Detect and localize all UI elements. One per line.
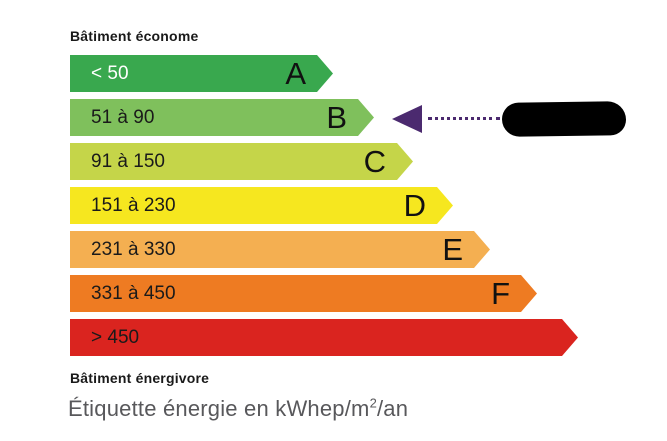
energy-class-letter-b: B xyxy=(326,100,347,135)
energy-guzzling-building-label: Bâtiment énergivore xyxy=(70,370,210,386)
energy-bar-e: 231 à 330 E xyxy=(70,231,490,268)
energy-class-letter-c: C xyxy=(363,144,386,179)
energy-range-g: > 450 xyxy=(91,327,140,348)
caption-prefix: Étiquette énergie en kWhep/m xyxy=(68,396,370,421)
indicator-dotted-line xyxy=(428,117,500,120)
redacted-value-blob xyxy=(501,101,627,137)
energy-class-letter-e: E xyxy=(442,232,463,267)
energy-class-letter-a: A xyxy=(285,56,306,91)
energy-range-c: 91 à 150 xyxy=(91,151,165,172)
energy-class-letter-d: D xyxy=(403,188,426,223)
energy-bar-d: 151 à 230 D xyxy=(70,187,453,224)
selected-class-arrow-icon xyxy=(392,105,422,133)
energy-range-b: 51 à 90 xyxy=(91,107,155,128)
caption-superscript: 2 xyxy=(369,395,377,411)
energy-class-letter-f: F xyxy=(491,276,510,311)
energy-bar-a: < 50 A xyxy=(70,55,333,92)
energy-bar-b: 51 à 90 B xyxy=(70,99,374,136)
economical-building-label: Bâtiment économe xyxy=(70,28,199,44)
energy-range-f: 331 à 450 xyxy=(91,283,176,304)
energy-range-e: 231 à 330 xyxy=(91,239,176,260)
caption-suffix: /an xyxy=(377,396,409,421)
energy-range-a: < 50 xyxy=(91,63,129,84)
energy-bar-c: 91 à 150 C xyxy=(70,143,413,180)
chart-caption: Étiquette énergie en kWhep/m2/an xyxy=(68,396,408,422)
energy-range-d: 151 à 230 xyxy=(91,195,176,216)
energy-bar-g: > 450 xyxy=(70,319,578,356)
energy-bar-f: 331 à 450 F xyxy=(70,275,537,312)
